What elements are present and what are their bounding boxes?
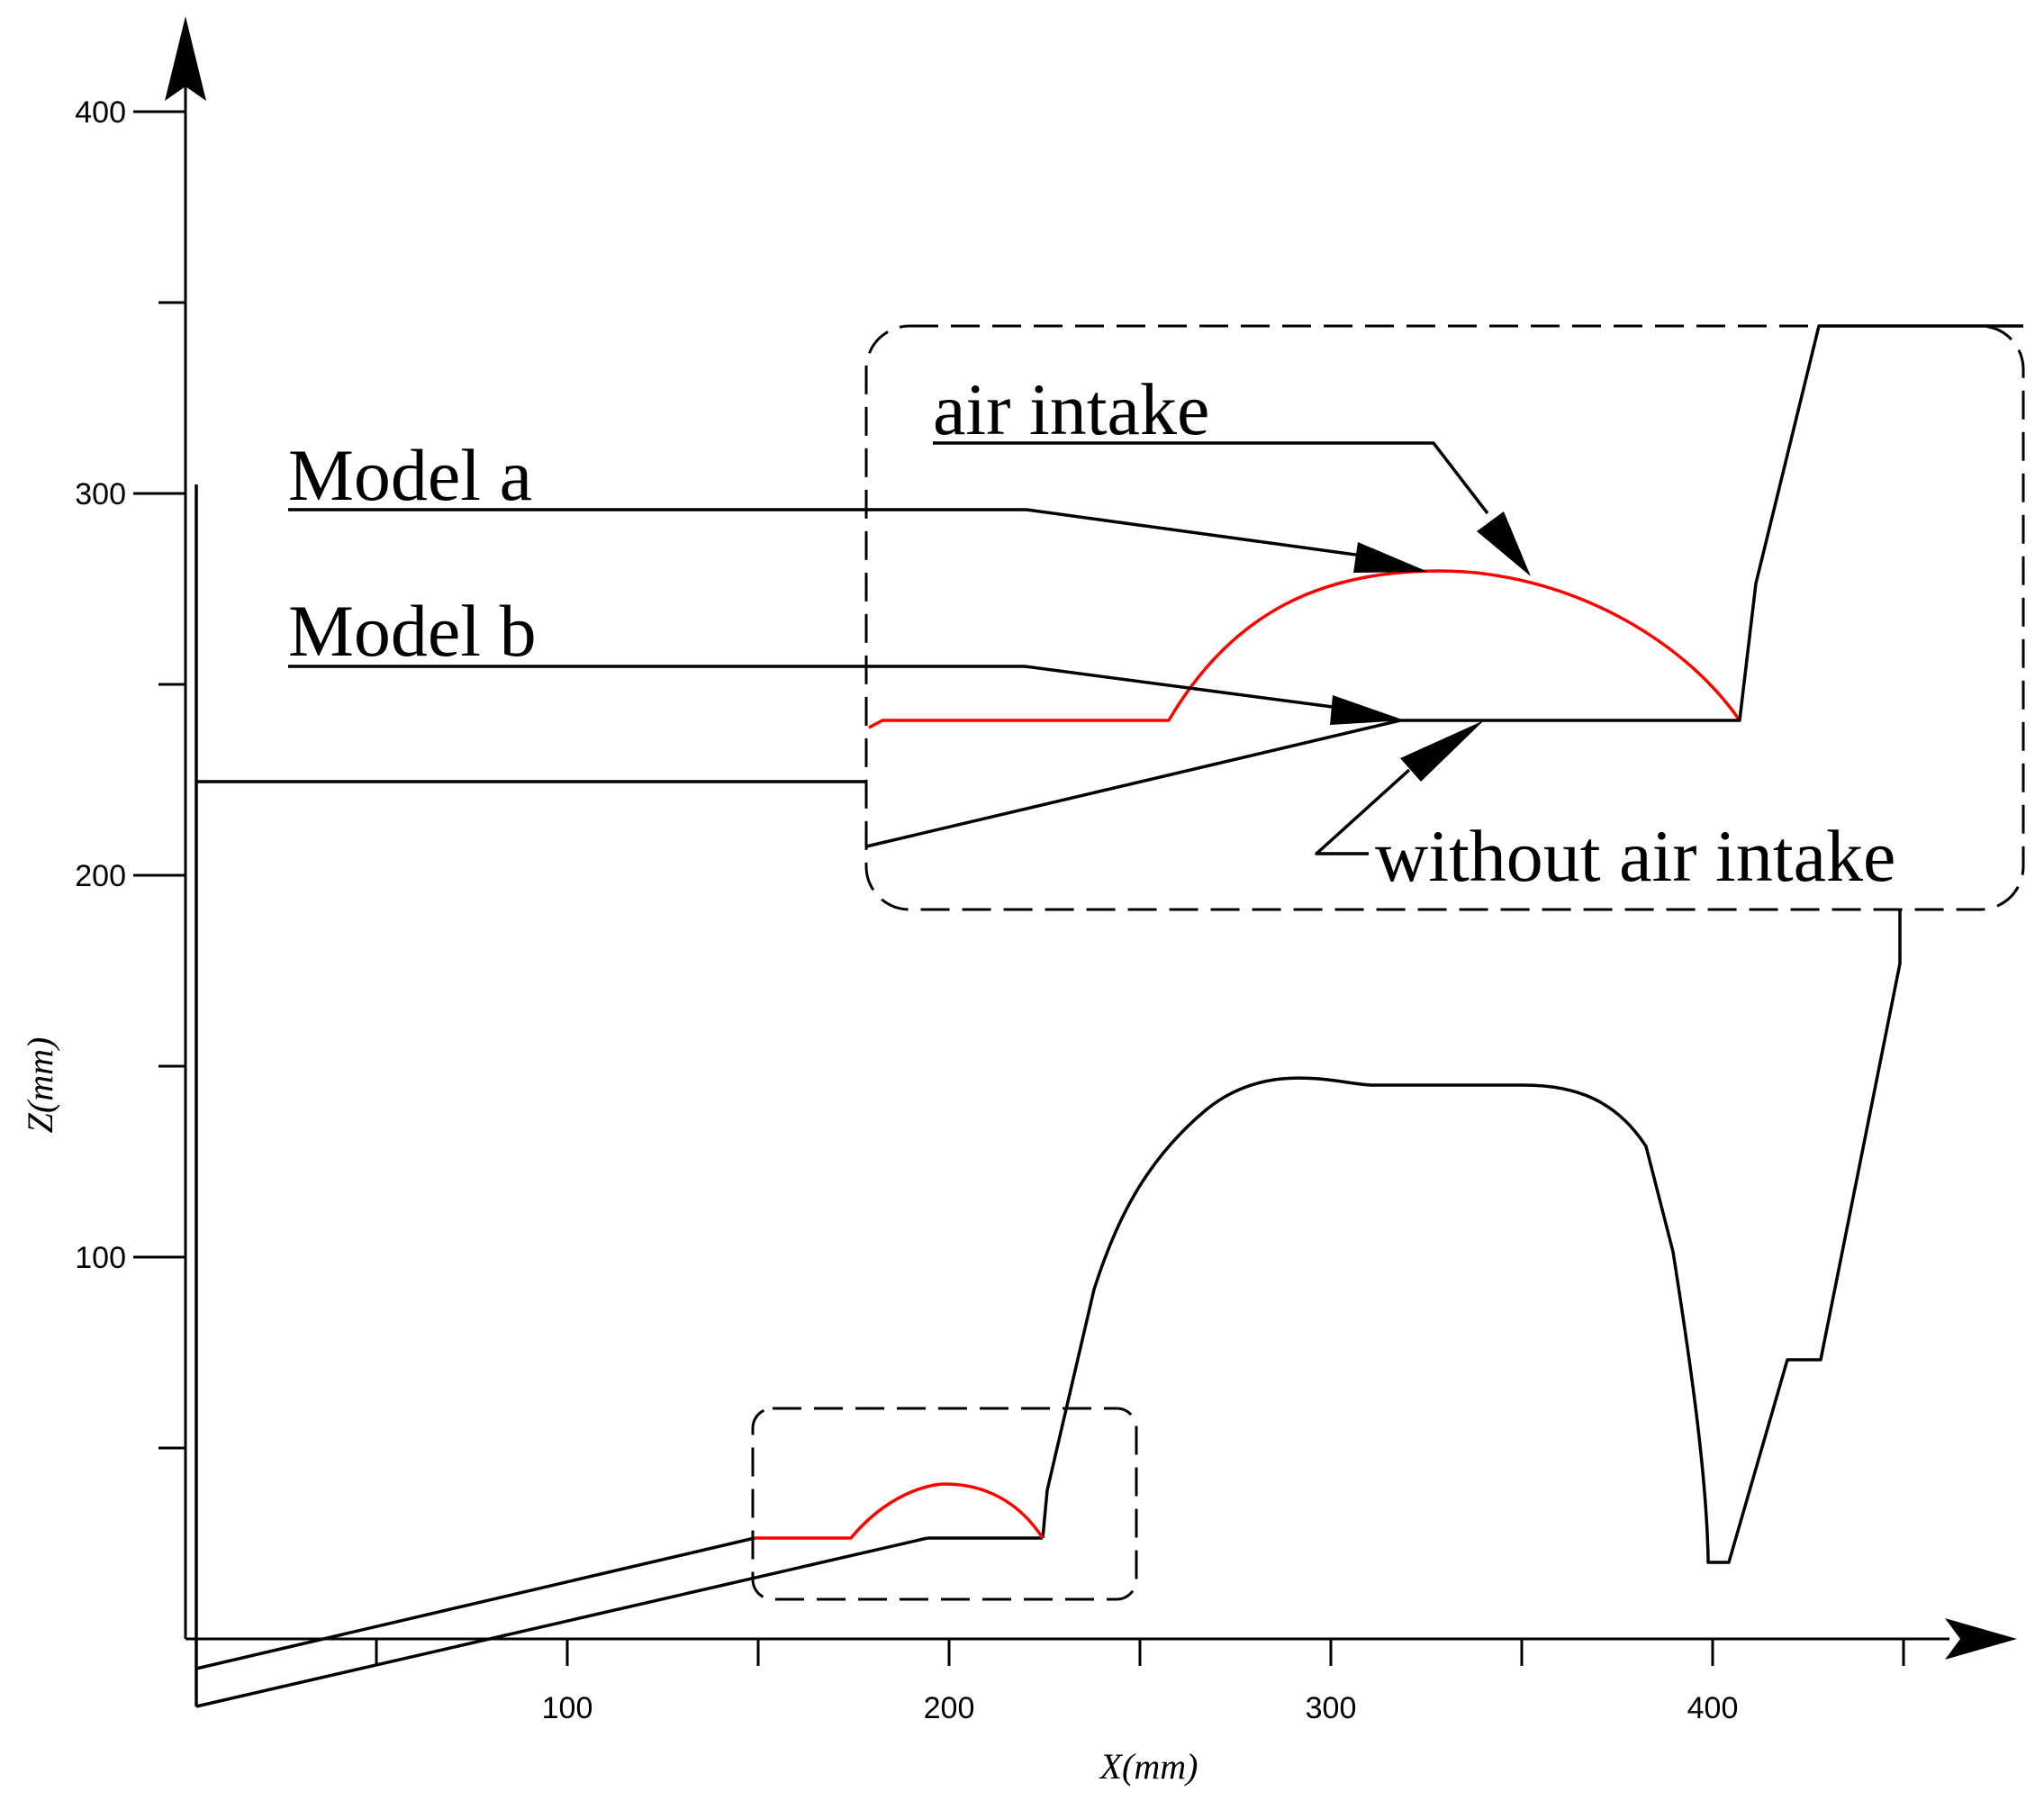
air-intake-arrow-icon [1477, 511, 1531, 576]
detail-frame-large [864, 324, 2025, 911]
intake-region-small [751, 1407, 1138, 1601]
callout-without-air-intake: without air intake [1375, 815, 1895, 897]
model-a-profile-small [755, 1482, 1045, 1540]
x-axis: 100 200 300 400 X(mm) [185, 1618, 2017, 1787]
model-b-leader [288, 665, 1334, 709]
x-tick-label: 400 [1687, 1691, 1739, 1725]
callouts: air intake Model a Model b without air i… [288, 368, 1895, 897]
z-tick-label: 200 [75, 859, 126, 893]
detail-frame-small [751, 1407, 1138, 1601]
detail-enlarged [196, 324, 2025, 911]
x-tick-label: 200 [924, 1691, 975, 1725]
lower-cone-line [195, 1536, 928, 1708]
without-air-intake-leader [1315, 768, 1411, 855]
callout-model-a: Model a [288, 434, 532, 516]
model-a-profile-large [868, 569, 1741, 729]
x-tick-label: 300 [1306, 1691, 1357, 1725]
without-air-intake-arrow-icon [1400, 720, 1484, 782]
z-tick-label: 400 [75, 95, 126, 130]
x-axis-arrow-icon [1945, 1618, 2017, 1660]
callout-air-intake: air intake [933, 368, 1209, 450]
body-profile [194, 484, 1902, 1708]
x-tick-label: 100 [542, 1691, 593, 1725]
z-axis-arrow-icon [165, 16, 206, 101]
z-axis: 100 200 300 400 Z(mm) [20, 16, 206, 1639]
model-b-arrow-icon [1330, 695, 1405, 725]
callout-model-b: Model b [288, 590, 537, 672]
z-axis-label: Z(mm) [20, 1037, 60, 1134]
x-axis-label: X(mm) [1099, 1746, 1198, 1787]
model-a-arrow-icon [1353, 542, 1428, 573]
model-a-leader [288, 508, 1370, 558]
body-upper-contour [1041, 1076, 1710, 1559]
z-tick-label: 300 [75, 477, 126, 511]
z-tick-label: 100 [75, 1241, 126, 1275]
air-intake-leader [933, 441, 1489, 515]
upper-cone-line [195, 1536, 755, 1670]
model-b-profile-large [865, 324, 2023, 848]
body-tail-contour [1706, 910, 1902, 1564]
